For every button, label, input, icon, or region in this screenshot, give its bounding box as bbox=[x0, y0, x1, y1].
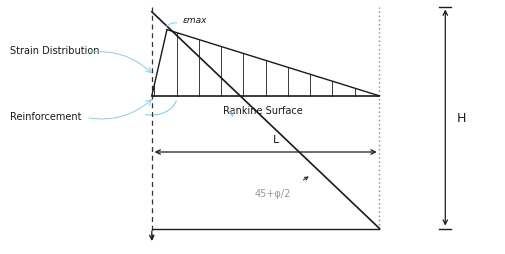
Text: L: L bbox=[272, 135, 278, 145]
Text: Reinforcement: Reinforcement bbox=[10, 112, 81, 122]
Text: H: H bbox=[456, 112, 465, 124]
Text: εmax: εmax bbox=[182, 16, 206, 25]
Text: Strain Distribution: Strain Distribution bbox=[10, 46, 99, 56]
Text: Rankine Surface: Rankine Surface bbox=[222, 105, 302, 116]
Text: 45+φ/2: 45+φ/2 bbox=[255, 188, 291, 198]
